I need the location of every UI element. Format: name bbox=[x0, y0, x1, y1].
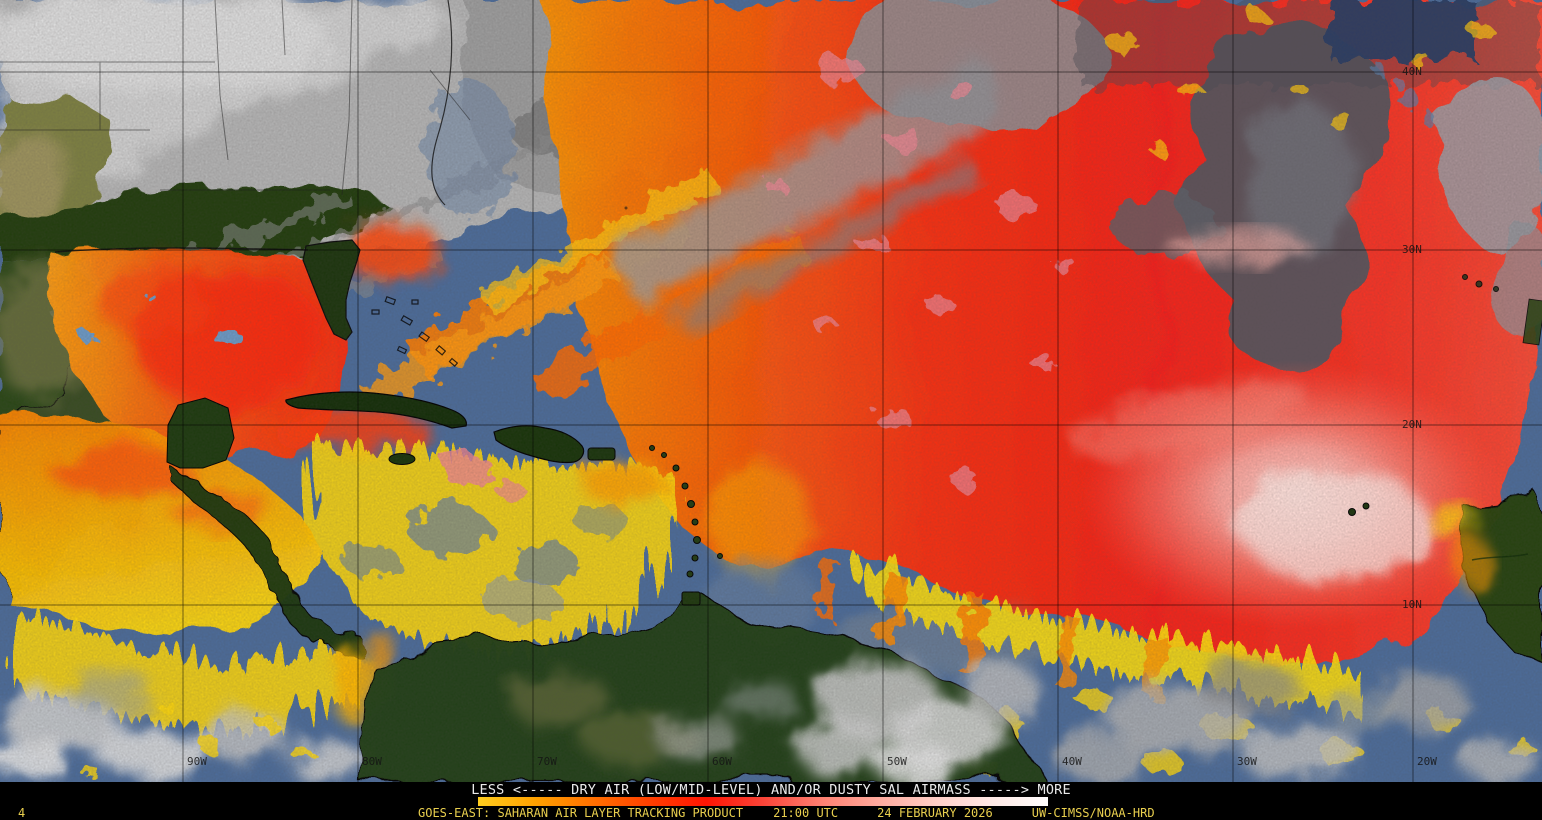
product-date: 24 FEBRUARY 2026 bbox=[877, 806, 993, 820]
lat-label-20n: 20N bbox=[1402, 418, 1422, 431]
lon-label-80w: 80W bbox=[362, 755, 382, 768]
lon-label-60w: 60W bbox=[712, 755, 732, 768]
frame-number: 4 bbox=[18, 806, 26, 820]
lon-label-40w: 40W bbox=[1062, 755, 1082, 768]
footer-bar: LESS <----- DRY AIR (LOW/MID-LEVEL) AND/… bbox=[0, 782, 1542, 820]
satellite-imagery bbox=[0, 0, 1542, 782]
product-title: GOES-EAST: SAHARAN AIR LAYER TRACKING PR… bbox=[418, 806, 744, 820]
satellite-map: 40N 30N 20N 10N 90W 80W 70W 60W 50W 40W … bbox=[0, 0, 1542, 782]
lat-label-10n: 10N bbox=[1402, 598, 1422, 611]
lon-label-50w: 50W bbox=[887, 755, 907, 768]
latlon-grid bbox=[0, 0, 1542, 782]
colorbar bbox=[478, 797, 1048, 806]
lon-label-70w: 70W bbox=[537, 755, 557, 768]
lon-label-20w: 20W bbox=[1417, 755, 1437, 768]
product-source: UW-CIMSS/NOAA-HRD bbox=[1031, 806, 1155, 820]
lon-label-90w: 90W bbox=[187, 755, 207, 768]
lat-label-40n: 40N bbox=[1402, 65, 1422, 78]
lon-label-30w: 30W bbox=[1237, 755, 1257, 768]
product-time: 21:00 UTC bbox=[773, 806, 839, 820]
colorbar-legend-label: LESS <----- DRY AIR (LOW/MID-LEVEL) AND/… bbox=[471, 782, 1071, 798]
lat-label-30n: 30N bbox=[1402, 243, 1422, 256]
credit-line: GOES-EAST: SAHARAN AIR LAYER TRACKING PR… bbox=[418, 807, 1155, 819]
